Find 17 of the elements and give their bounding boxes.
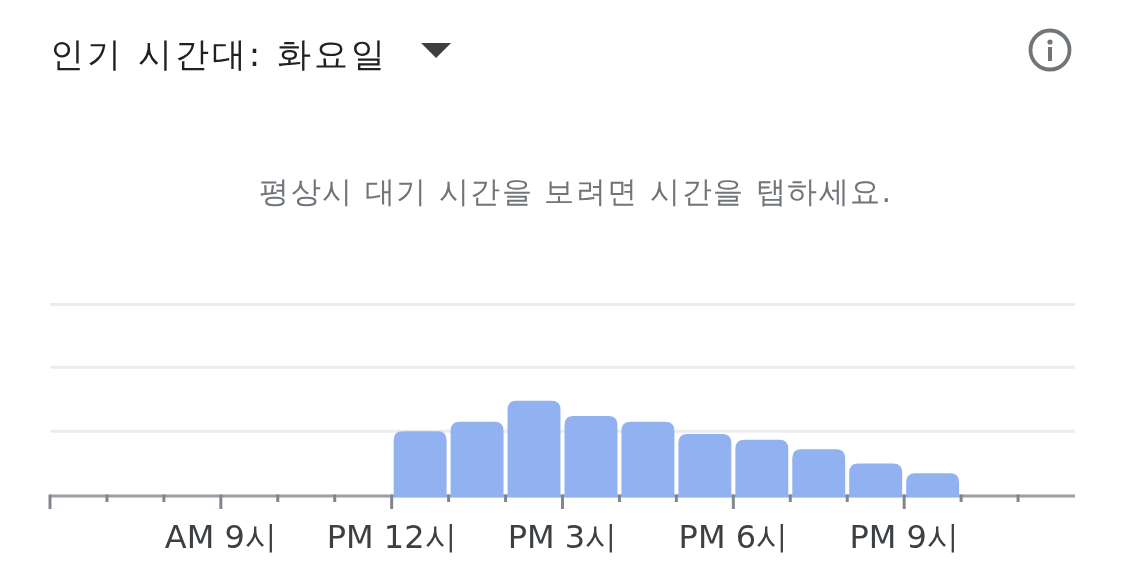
x-tick-label: AM 9시 bbox=[164, 518, 277, 556]
bar bbox=[450, 421, 504, 497]
bar bbox=[849, 463, 903, 497]
x-tick-label: PM 12시 bbox=[326, 518, 457, 556]
bar bbox=[678, 434, 732, 497]
x-tick-label: PM 9시 bbox=[849, 518, 959, 556]
chart-subtitle: 평상시 대기 시간을 보려면 시간을 탭하세요. bbox=[259, 174, 893, 209]
bar bbox=[621, 421, 675, 497]
bar bbox=[507, 400, 561, 497]
bar bbox=[564, 415, 618, 497]
x-tick-label: PM 6시 bbox=[678, 518, 789, 556]
x-tick-label: PM 3시 bbox=[507, 518, 618, 556]
chart-title: 인기 시간대: 화요일 bbox=[50, 34, 389, 74]
bar bbox=[792, 449, 846, 497]
bar bbox=[735, 439, 789, 497]
bar bbox=[906, 473, 960, 497]
bar bbox=[393, 431, 447, 497]
